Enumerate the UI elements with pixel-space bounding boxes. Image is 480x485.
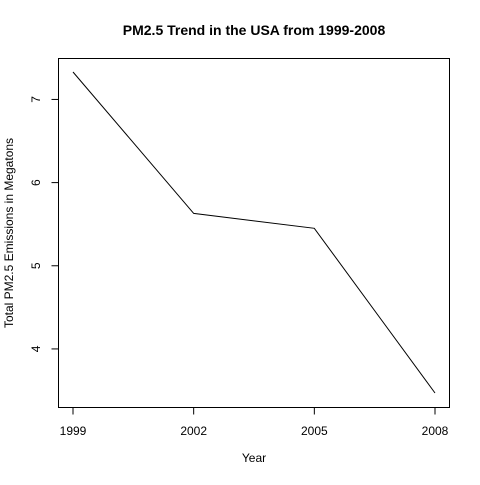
x-tick-label: 1999 bbox=[60, 424, 87, 438]
chart-title: PM2.5 Trend in the USA from 1999-2008 bbox=[123, 22, 386, 38]
series-line bbox=[72, 71, 436, 394]
series-group bbox=[72, 71, 436, 394]
x-tick-label: 2002 bbox=[180, 424, 207, 438]
y-tick-label: 7 bbox=[29, 96, 43, 103]
plot-area-frame bbox=[58, 58, 450, 408]
x-axis: 1999 2002 2005 2008 bbox=[60, 407, 449, 438]
y-axis-label: Total PM2.5 Emissions in Megatons bbox=[2, 138, 16, 328]
x-axis-label: Year bbox=[242, 451, 266, 465]
y-tick-label: 5 bbox=[29, 262, 43, 269]
y-tick-label: 6 bbox=[29, 179, 43, 186]
y-tick-label: 4 bbox=[29, 345, 43, 352]
x-tick-label: 2005 bbox=[301, 424, 328, 438]
x-tick-label: 2008 bbox=[422, 424, 449, 438]
y-axis: 4 5 6 7 bbox=[29, 96, 59, 352]
